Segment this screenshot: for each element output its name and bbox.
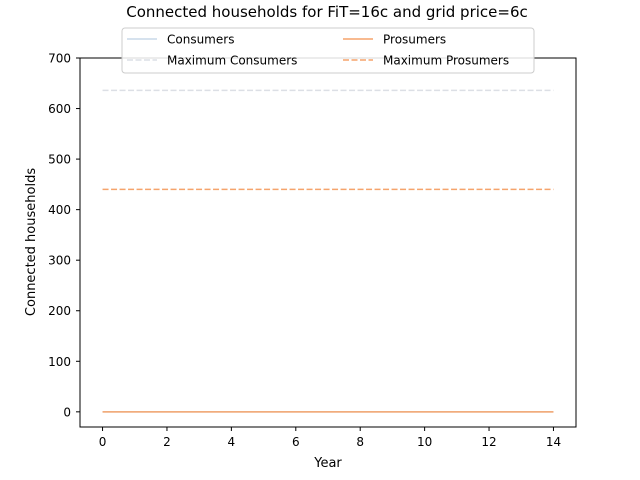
legend-label-maximum-prosumers: Maximum Prosumers [383,54,509,68]
y-axis: 0 100 200 300 400 500 600 700 [48,52,80,419]
y-tick-label: 700 [48,52,71,66]
plot-frame [79,57,577,428]
legend-box [121,27,535,74]
y-tick-label: 500 [48,153,71,167]
x-tick-label: 4 [228,435,236,449]
y-tick-label: 400 [48,203,71,217]
x-axis-label: Year [313,456,342,471]
y-tick-label: 0 [63,405,71,419]
x-tick-label: 12 [481,435,496,449]
legend-label-maximum-consumers: Maximum Consumers [167,54,297,68]
x-tick-label: 6 [292,435,300,449]
x-axis: 0 2 4 6 8 10 12 14 [99,427,561,449]
x-tick-label: 8 [356,435,364,449]
y-tick-label: 600 [48,102,71,116]
legend-label-prosumers: Prosumers [383,33,446,47]
y-tick-label: 200 [48,304,71,318]
chart-title: Connected households for FiT=16c and gri… [126,3,527,21]
x-tick-label: 10 [417,435,432,449]
legend-label-consumers: Consumers [167,33,234,47]
y-axis-label: Connected households [24,168,39,316]
y-tick-label: 300 [48,254,71,268]
x-tick-label: 2 [163,435,171,449]
series-layer [102,89,554,413]
legend: Consumers Prosumers Maximum Consumers Maxim… [121,27,535,74]
y-tick-label: 100 [48,355,71,369]
x-tick-label: 0 [99,435,107,449]
x-tick-label: 14 [546,435,561,449]
